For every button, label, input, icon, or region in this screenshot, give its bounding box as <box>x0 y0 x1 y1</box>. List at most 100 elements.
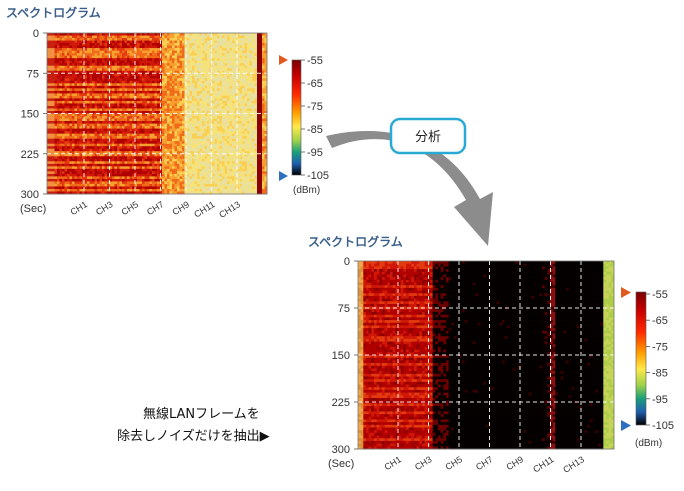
heatmap-cell <box>74 188 78 192</box>
heatmap-cell <box>54 95 58 99</box>
heatmap-cell <box>234 55 238 59</box>
heatmap-cell <box>194 75 198 79</box>
heatmap-cell <box>227 43 230 46</box>
heatmap-cell <box>117 78 120 82</box>
heatmap-cell <box>204 168 208 172</box>
heatmap-cell <box>102 118 105 122</box>
heatmap-cell <box>104 133 108 137</box>
heatmap-cell <box>97 95 100 99</box>
heatmap-cell <box>77 83 80 87</box>
heatmap-cell <box>159 191 163 195</box>
heatmap-cell <box>224 80 228 84</box>
heatmap-cell <box>212 178 215 182</box>
heatmap-cell <box>89 100 93 104</box>
heatmap-cell <box>227 126 230 129</box>
heatmap-cell <box>182 43 185 46</box>
heatmap-cell <box>127 148 130 152</box>
heatmap-cell <box>119 176 123 180</box>
heatmap-cell <box>227 116 230 119</box>
heatmap-cell <box>119 161 123 165</box>
heatmap-cell <box>209 35 213 39</box>
heatmap-cell <box>209 146 213 150</box>
heatmap-cell <box>204 148 208 152</box>
heatmap-cell <box>82 60 85 64</box>
heatmap-cell <box>207 121 210 124</box>
heatmap-cell <box>194 113 198 117</box>
heatmap-cell <box>99 138 103 142</box>
heatmap-cell <box>52 85 55 89</box>
heatmap-cell <box>82 191 85 195</box>
heatmap-cell <box>124 178 128 182</box>
heatmap-cell <box>149 118 153 122</box>
heatmap-cell <box>199 50 203 54</box>
heatmap-cell <box>187 50 190 54</box>
heatmap-cell <box>79 85 83 89</box>
heatmap-cell <box>184 105 188 109</box>
heatmap-cell <box>214 80 218 84</box>
heatmap-cell <box>67 110 70 114</box>
heatmap-cell <box>214 151 218 155</box>
heatmap-cell <box>49 43 53 46</box>
heatmap-cell <box>74 121 78 124</box>
heatmap-cell <box>117 48 120 51</box>
heatmap-cell <box>152 136 155 140</box>
heatmap-cell <box>147 156 150 160</box>
heatmap-cell <box>109 166 113 170</box>
heatmap-cell <box>204 38 208 41</box>
heatmap-cell <box>199 38 203 41</box>
heatmap-cell <box>124 43 128 46</box>
heatmap-cell <box>169 48 173 51</box>
heatmap-cell <box>57 123 60 127</box>
heatmap-cell <box>137 55 140 59</box>
heatmap-cell <box>149 143 153 147</box>
heatmap-cell <box>52 90 55 94</box>
heatmap-cell <box>87 98 90 102</box>
heatmap-cell <box>144 38 148 41</box>
heatmap-cell <box>232 103 235 107</box>
heatmap-cell <box>57 108 60 112</box>
heatmap-cell <box>159 183 163 187</box>
heatmap-cell <box>204 163 208 167</box>
heatmap-cell <box>174 131 178 134</box>
heatmap-cell <box>169 146 173 150</box>
heatmap-cell <box>169 90 173 94</box>
heatmap-cell <box>164 151 168 155</box>
heatmap-cell <box>52 98 55 102</box>
heatmap-cell <box>237 123 240 127</box>
heatmap-cell <box>74 100 78 104</box>
heatmap-cell <box>74 90 78 94</box>
heatmap-cell <box>219 83 223 87</box>
heatmap-cell <box>102 73 105 77</box>
heatmap-cell <box>127 138 130 142</box>
heatmap-cell <box>189 161 193 165</box>
heatmap-cell <box>67 131 70 134</box>
heatmap-cell <box>132 123 135 127</box>
heatmap-cell <box>84 85 88 89</box>
heatmap-cell <box>177 131 180 134</box>
heatmap-cell <box>79 181 83 185</box>
heatmap-cell <box>172 43 175 46</box>
heatmap-cell <box>72 33 75 36</box>
heatmap-cell <box>54 176 58 180</box>
heatmap-cell <box>72 58 75 62</box>
heatmap-cell <box>137 63 140 67</box>
heatmap-cell <box>52 191 55 195</box>
heatmap-cell <box>197 38 200 41</box>
heatmap-cell <box>164 186 168 190</box>
heatmap-cell <box>147 50 150 54</box>
heatmap-cell <box>219 85 223 89</box>
heatmap-cell <box>194 33 198 36</box>
heatmap-cell <box>87 141 90 145</box>
heatmap-cell <box>204 103 208 107</box>
heatmap-cell <box>157 181 160 185</box>
heatmap-cell <box>72 146 75 150</box>
heatmap-cell <box>227 136 230 140</box>
heatmap-cell <box>234 166 238 170</box>
heatmap-cell <box>52 146 55 150</box>
heatmap-cell <box>162 60 165 64</box>
heatmap-cell <box>132 146 135 150</box>
heatmap-cell <box>69 176 73 180</box>
heatmap-cell <box>64 38 68 41</box>
heatmap-cell <box>144 103 148 107</box>
